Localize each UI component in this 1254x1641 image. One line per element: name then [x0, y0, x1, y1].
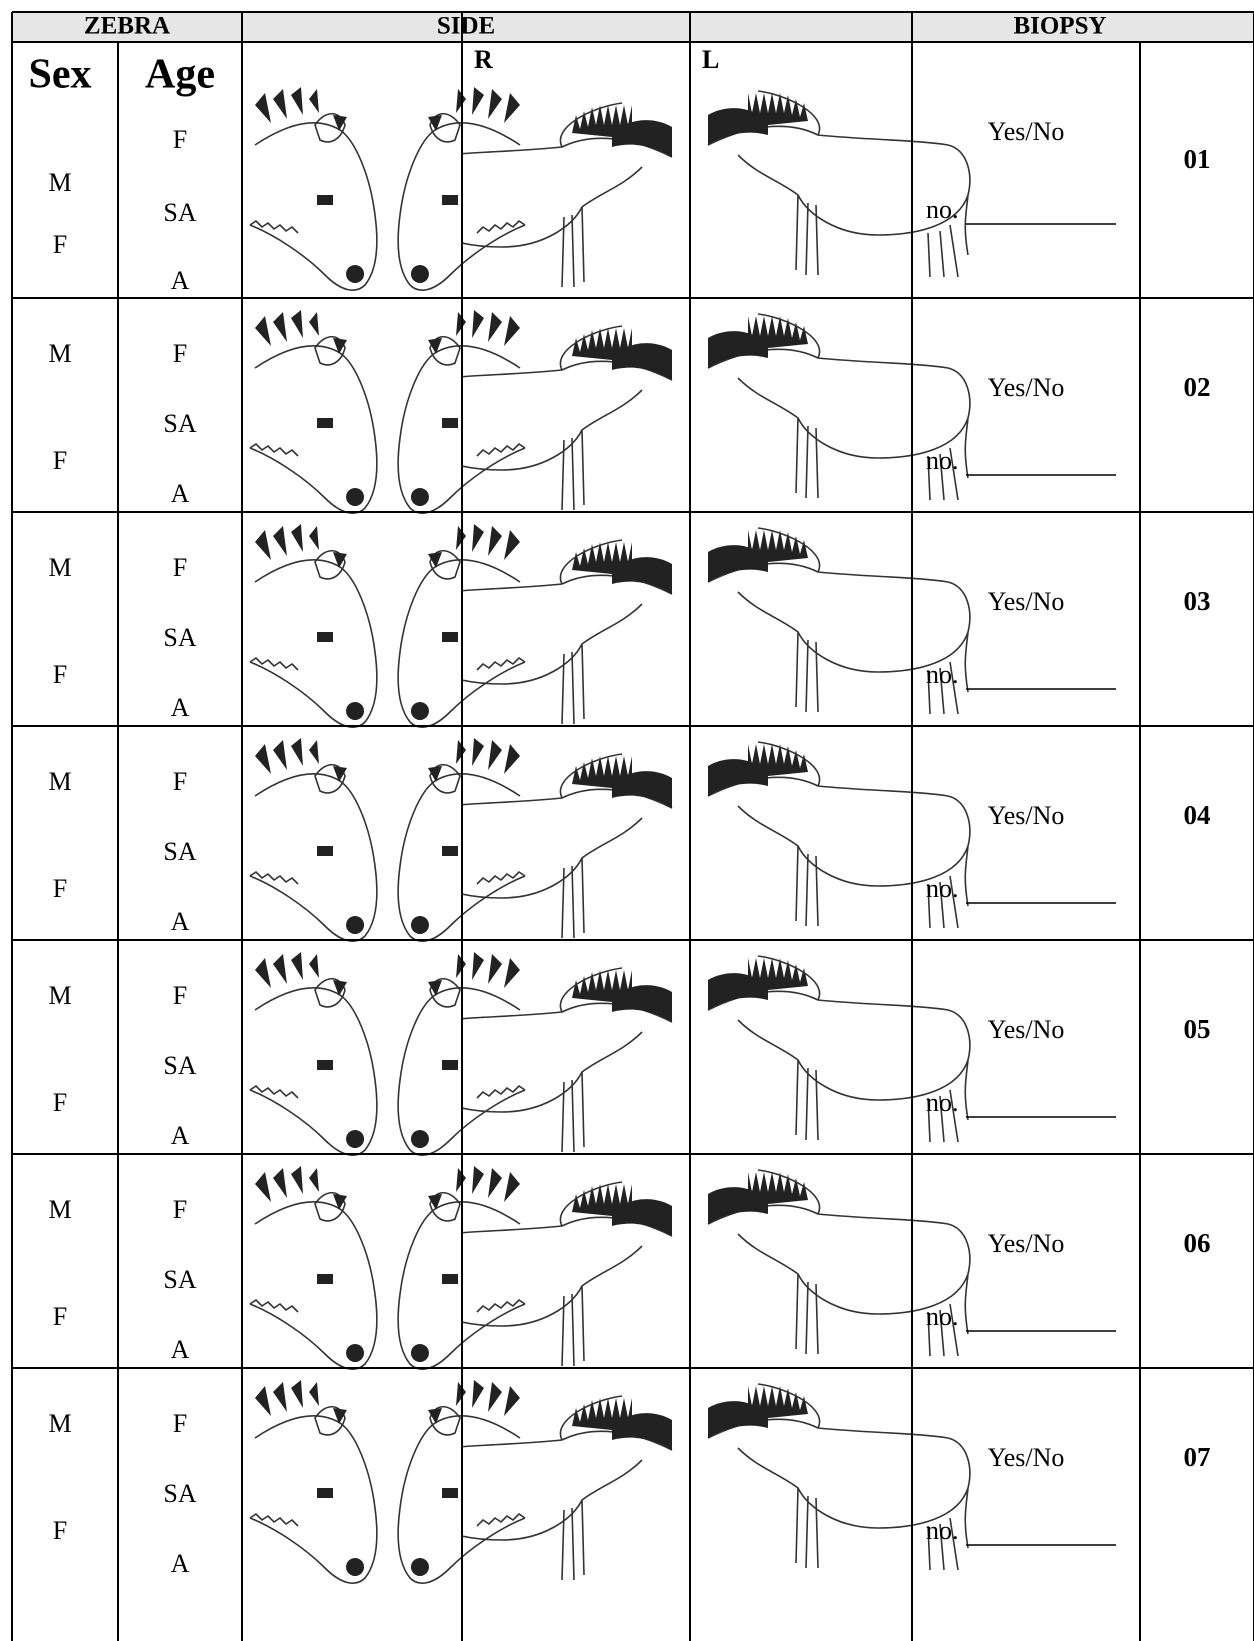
biopsy-number-label: no.: [926, 660, 959, 689]
age-option: SA: [163, 1265, 196, 1294]
zebra-head-right-facing: [249, 523, 378, 729]
biopsy-number-label: no.: [926, 1302, 959, 1331]
row-id: 01: [1184, 144, 1211, 174]
biopsy-number-label: no.: [926, 874, 959, 903]
age-option: A: [171, 479, 190, 508]
age-option: F: [173, 125, 187, 154]
biopsy-number-label: no.: [926, 1088, 959, 1117]
age-option: A: [171, 266, 190, 295]
age-option: F: [173, 1195, 187, 1224]
biopsy-number-label: no.: [926, 195, 959, 224]
header-zebra: ZEBRA: [84, 13, 170, 40]
biopsy-yes-no: Yes/No: [988, 1443, 1065, 1472]
age-option: SA: [163, 198, 196, 227]
row-id: 04: [1184, 800, 1211, 830]
sex-option: M: [48, 767, 71, 796]
sex-option: F: [53, 230, 67, 259]
zebra-head-right-facing: [249, 86, 378, 292]
biopsy-yes-no: Yes/No: [988, 1229, 1065, 1258]
age-option: F: [173, 981, 187, 1010]
row-id: 02: [1184, 372, 1211, 402]
column-age: Age: [145, 52, 215, 98]
age-option: SA: [163, 409, 196, 438]
biopsy-yes-no: Yes/No: [988, 1015, 1065, 1044]
biopsy-number-label: no.: [926, 1516, 959, 1545]
age-option: A: [171, 1121, 190, 1150]
age-option: SA: [163, 623, 196, 652]
zebra-head-right-facing: [249, 951, 378, 1157]
age-option: F: [173, 767, 187, 796]
sex-option: M: [48, 1195, 71, 1224]
age-option: F: [173, 553, 187, 582]
biopsy-yes-no: Yes/No: [988, 587, 1065, 616]
row-id: 05: [1184, 1014, 1211, 1044]
zebra-body-left: [707, 90, 971, 278]
age-option: SA: [163, 1051, 196, 1080]
sex-option: F: [53, 1088, 67, 1117]
age-option: A: [171, 693, 190, 722]
header-biopsy: BIOPSY: [1013, 13, 1106, 40]
biopsy-number-label: no.: [926, 446, 959, 475]
column-sex: Sex: [29, 52, 92, 98]
column-right: R: [474, 45, 493, 74]
biopsy-yes-no: Yes/No: [988, 117, 1065, 146]
age-option: A: [171, 1549, 190, 1578]
sex-option: M: [48, 339, 71, 368]
sex-option: F: [53, 446, 67, 475]
sex-option: F: [53, 1302, 67, 1331]
sex-option: F: [53, 874, 67, 903]
age-option: F: [173, 1409, 187, 1438]
sex-option: M: [48, 553, 71, 582]
sex-option: M: [48, 1409, 71, 1438]
age-option: F: [173, 339, 187, 368]
age-option: SA: [163, 1479, 196, 1508]
age-option: A: [171, 1335, 190, 1364]
sex-option: M: [48, 981, 71, 1010]
zebra-head-right-facing: [249, 1165, 378, 1371]
row-id: 03: [1184, 586, 1211, 616]
header-side: SIDE: [437, 13, 495, 40]
zebra-head-right-facing: [249, 309, 378, 515]
sex-option: F: [53, 660, 67, 689]
row-id: 07: [1184, 1442, 1211, 1472]
form-table: ZEBRA SIDE BIOPSY Sex Age R L M F F SA A Yes/…: [11, 11, 1254, 1641]
age-option: SA: [163, 837, 196, 866]
sex-option: F: [53, 1516, 67, 1545]
header-band: [12, 12, 1254, 42]
column-left: L: [702, 45, 719, 74]
row-id: 06: [1184, 1228, 1211, 1258]
sex-option: M: [48, 168, 71, 197]
age-option: A: [171, 907, 190, 936]
zebra-head-right-facing: [249, 1379, 378, 1585]
biopsy-yes-no: Yes/No: [988, 801, 1065, 830]
biopsy-yes-no: Yes/No: [988, 373, 1065, 402]
zebra-head-right-facing: [249, 737, 378, 943]
